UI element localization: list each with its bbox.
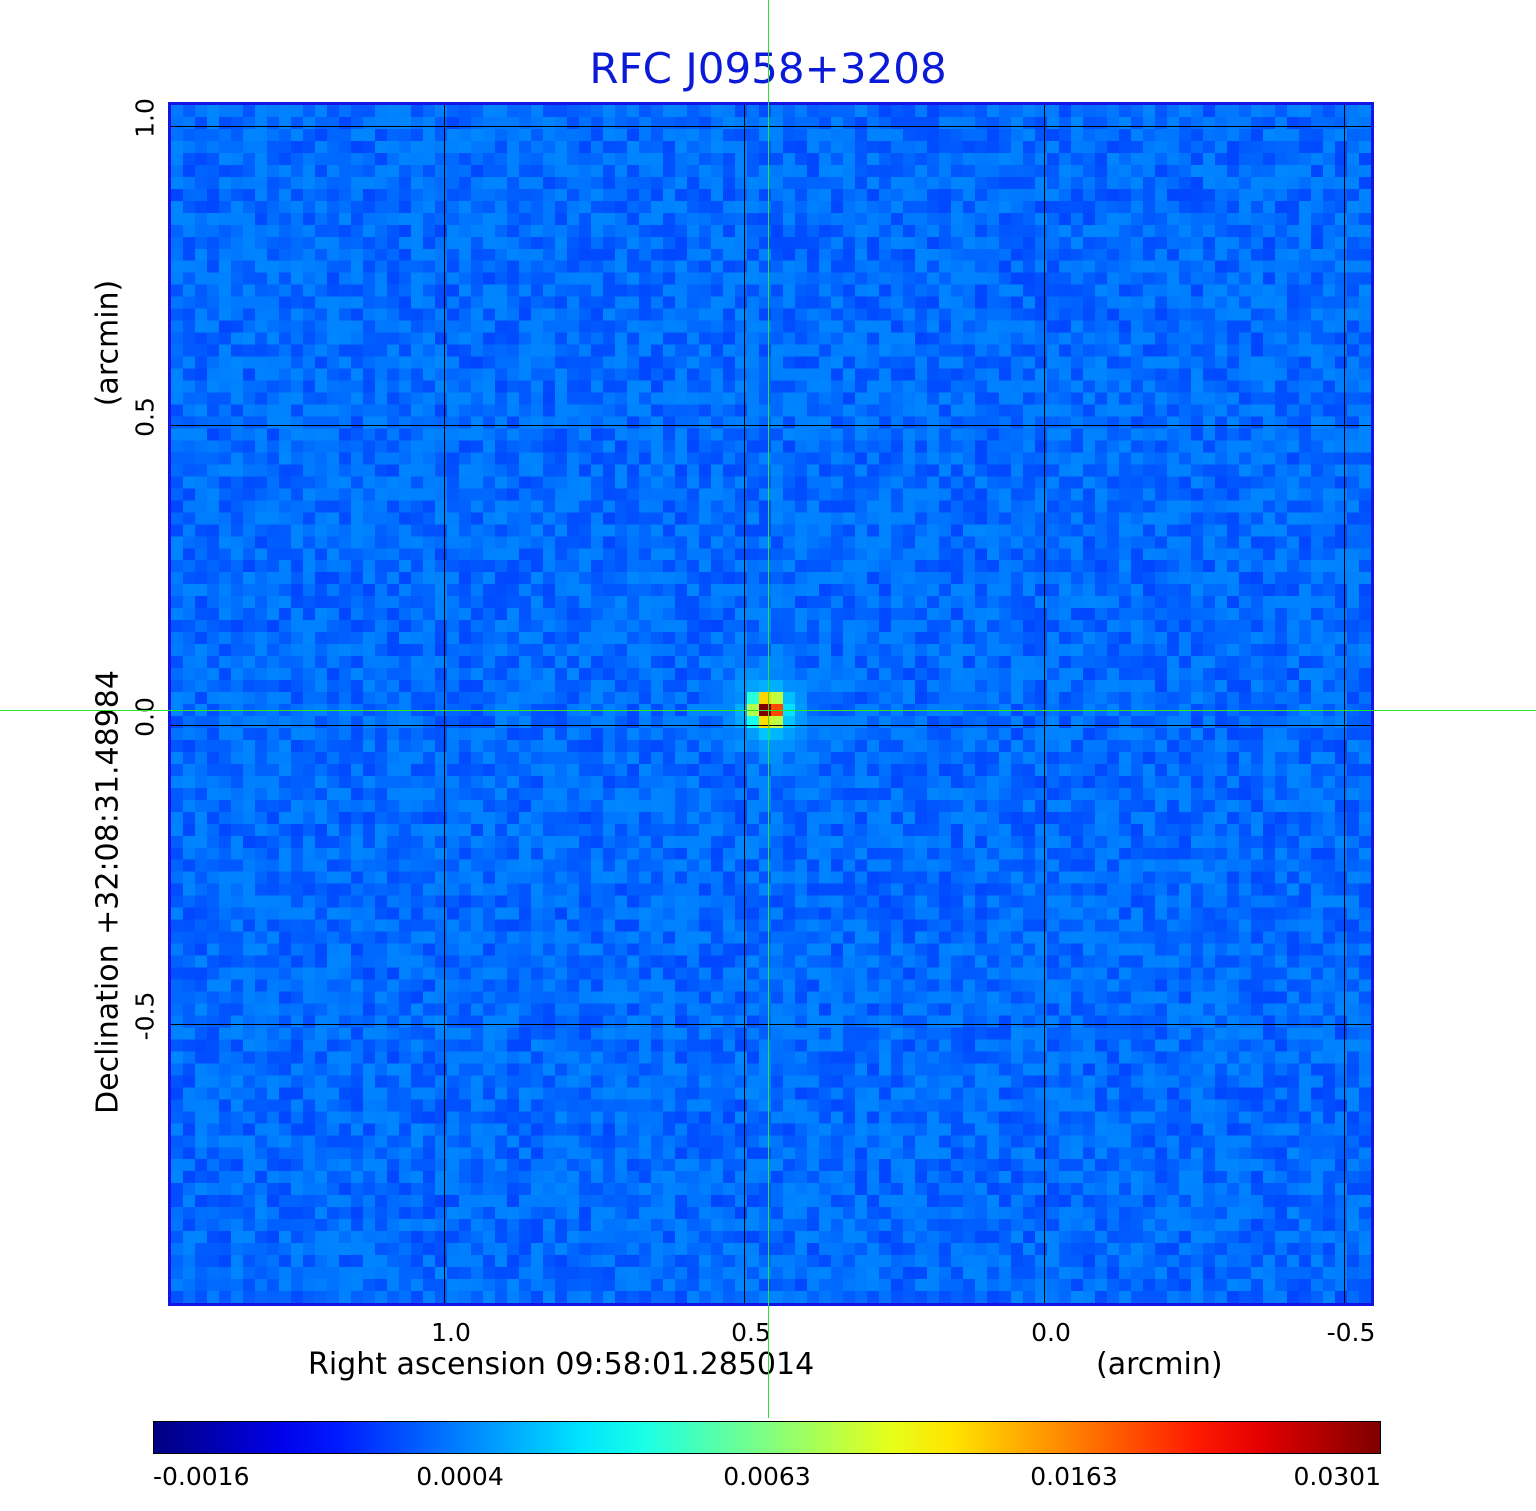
colorbar-tick-label: -0.0016 xyxy=(153,1462,250,1491)
x-tick-label: 0.0 xyxy=(1031,1318,1071,1347)
y-axis-label: Declination +32:08:31.48984 xyxy=(90,670,126,1114)
grid-line-x-0 xyxy=(444,105,445,1303)
x-tick-label: 1.0 xyxy=(431,1318,471,1347)
grid-line-x-3 xyxy=(1344,105,1345,1303)
grid-line-y-3 xyxy=(171,1024,1371,1026)
x-tick-label: -0.5 xyxy=(1326,1318,1376,1347)
x-tick-label: 0.5 xyxy=(731,1318,771,1347)
y-tick-label: 0.5 xyxy=(130,397,160,438)
colorbar-tick-label: 0.0163 xyxy=(1030,1462,1118,1491)
colorbar-tick-label: 0.0004 xyxy=(416,1462,504,1491)
sky-map[interactable] xyxy=(168,102,1374,1306)
grid-line-y-1 xyxy=(171,425,1371,427)
grid-line-x-1 xyxy=(744,105,745,1303)
intensity-image xyxy=(171,105,1371,1303)
colorbar-tick-label: 0.0301 xyxy=(1293,1462,1381,1491)
grid-line-y-2 xyxy=(171,724,1371,726)
y-axis-unit: (arcmin) xyxy=(90,279,126,407)
y-tick-label: -0.5 xyxy=(130,992,160,1041)
grid-line-y-0 xyxy=(171,125,1371,127)
crosshair-horizontal xyxy=(0,710,1536,711)
crosshair-vertical xyxy=(768,0,769,1418)
y-tick-label: 1.0 xyxy=(130,98,160,138)
x-axis-label: Right ascension 09:58:01.285014 xyxy=(308,1347,815,1382)
colorbar-tick-label: 0.0063 xyxy=(723,1462,811,1491)
x-axis-unit: (arcmin) xyxy=(1096,1347,1223,1382)
grid-line-x-2 xyxy=(1044,105,1045,1303)
colorbar xyxy=(153,1421,1381,1454)
y-tick-label: 0.0 xyxy=(130,697,160,737)
